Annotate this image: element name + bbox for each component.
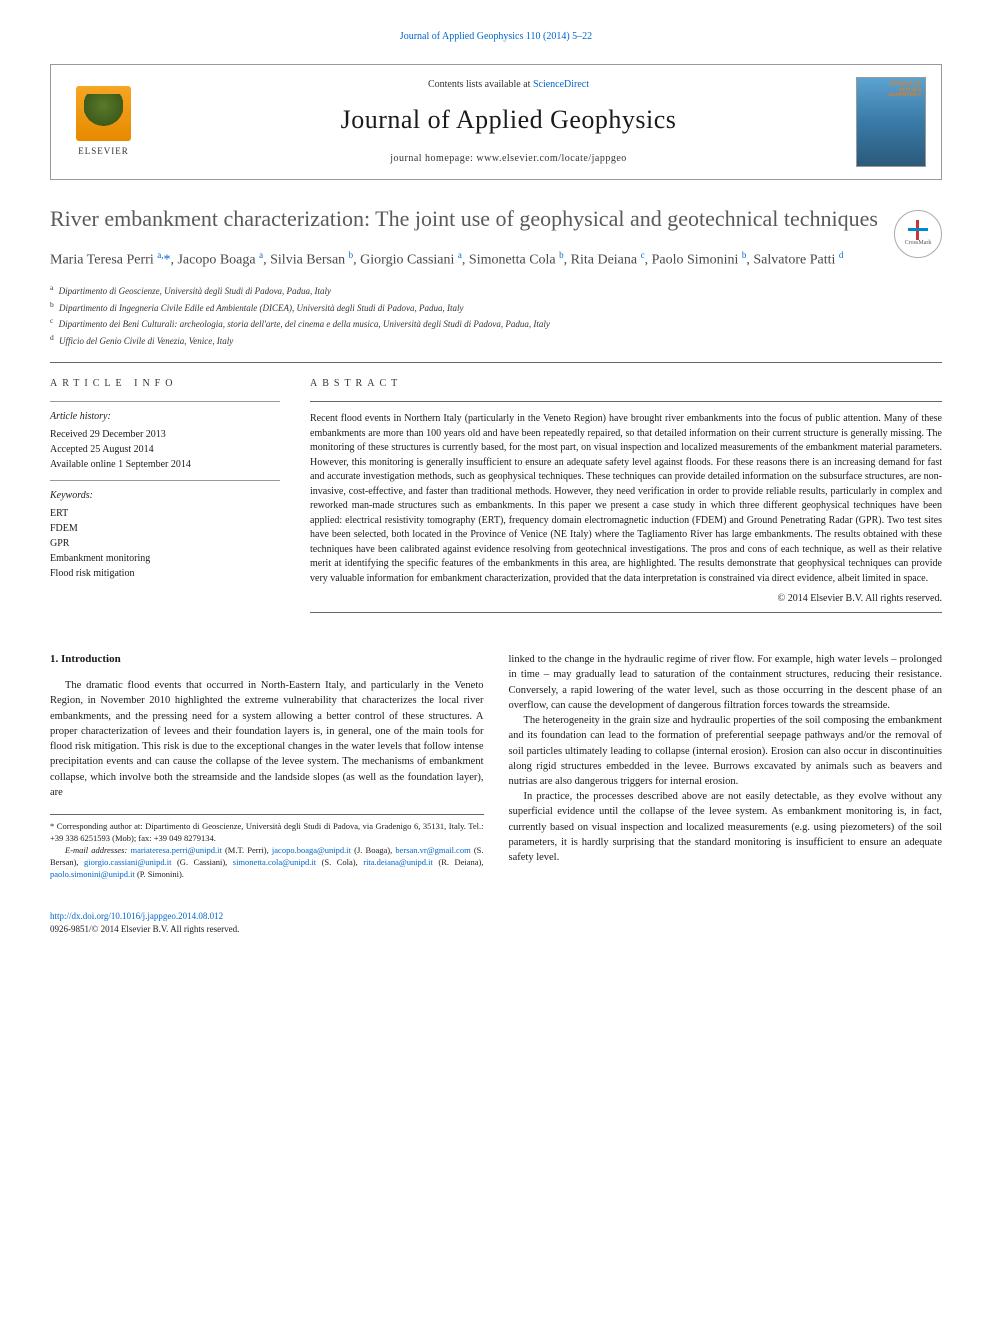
para3: The heterogeneity in the grain size and … (509, 713, 943, 789)
journal-cover-thumb: JOURNAL OF APPLIED GEOPHYSICS (856, 77, 926, 167)
sciencedirect-link[interactable]: ScienceDirect (533, 79, 589, 90)
journal-homepage: journal homepage: www.elsevier.com/locat… (161, 152, 856, 166)
section1-heading: 1. Introduction (50, 652, 484, 668)
history-content: Received 29 December 2013Accepted 25 Aug… (50, 427, 280, 472)
homepage-url: www.elsevier.com/locate/jappgeo (476, 153, 626, 164)
title-text: River embankment characterization: The j… (50, 206, 878, 231)
affiliations: a Dipartimento di Geoscienze, Università… (50, 282, 942, 348)
corresponding-author: * Corresponding author at: Dipartimento … (50, 821, 484, 845)
cover-label-2: APPLIED (899, 88, 921, 93)
para2: linked to the change in the hydraulic re… (509, 652, 943, 713)
elsevier-text: ELSEVIER (78, 145, 129, 158)
info-abstract-row: ARTICLE INFO Article history: Received 2… (50, 377, 942, 627)
article-title: River embankment characterization: The j… (50, 205, 942, 234)
article-info: ARTICLE INFO Article history: Received 2… (50, 377, 280, 627)
cover-label-1: JOURNAL OF (889, 82, 921, 87)
elsevier-tree-icon (76, 86, 131, 141)
rule-1 (50, 362, 942, 363)
homepage-prefix: journal homepage: (390, 153, 476, 164)
footnote-block: * Corresponding author at: Dipartimento … (50, 814, 484, 880)
doi-link[interactable]: http://dx.doi.org/10.1016/j.jappgeo.2014… (50, 911, 223, 921)
header-center: Contents lists available at ScienceDirec… (161, 78, 856, 166)
contents-line: Contents lists available at ScienceDirec… (161, 78, 856, 92)
bottom-info: http://dx.doi.org/10.1016/j.jappgeo.2014… (50, 910, 942, 935)
article-info-heading: ARTICLE INFO (50, 377, 280, 391)
para1: The dramatic flood events that occurred … (50, 678, 484, 800)
abstract-block: ABSTRACT Recent flood events in Northern… (310, 377, 942, 627)
cover-label: JOURNAL OF APPLIED GEOPHYSICS (888, 82, 921, 99)
crossmark-badge[interactable]: CrossMark (894, 210, 942, 258)
journal-header: ELSEVIER Contents lists available at Sci… (50, 64, 942, 180)
abstract-heading: ABSTRACT (310, 377, 942, 391)
issn-copyright: 0926-9851/© 2014 Elsevier B.V. All right… (50, 924, 239, 934)
cover-label-3: GEOPHYSICS (888, 93, 921, 98)
body-columns: 1. Introduction The dramatic flood event… (50, 652, 942, 880)
abstract-copyright: © 2014 Elsevier B.V. All rights reserved… (310, 592, 942, 606)
keywords-content: ERTFDEMGPREmbankment monitoringFlood ris… (50, 506, 280, 581)
para4: In practice, the processes described abo… (509, 789, 943, 865)
contents-prefix: Contents lists available at (428, 79, 533, 90)
elsevier-logo: ELSEVIER (66, 82, 141, 162)
crossmark-icon (908, 220, 928, 240)
keywords-label: Keywords: (50, 489, 280, 503)
authors: Maria Teresa Perri a,*, Jacopo Boaga a, … (50, 249, 942, 271)
journal-ref-top: Journal of Applied Geophysics 110 (2014)… (50, 30, 942, 44)
history-label: Article history: (50, 410, 280, 424)
journal-name: Journal of Applied Geophysics (161, 102, 856, 138)
emails: E-mail addresses: mariateresa.perri@unip… (50, 845, 484, 881)
abstract-text: Recent flood events in Northern Italy (p… (310, 412, 942, 586)
crossmark-label: CrossMark (905, 240, 932, 248)
